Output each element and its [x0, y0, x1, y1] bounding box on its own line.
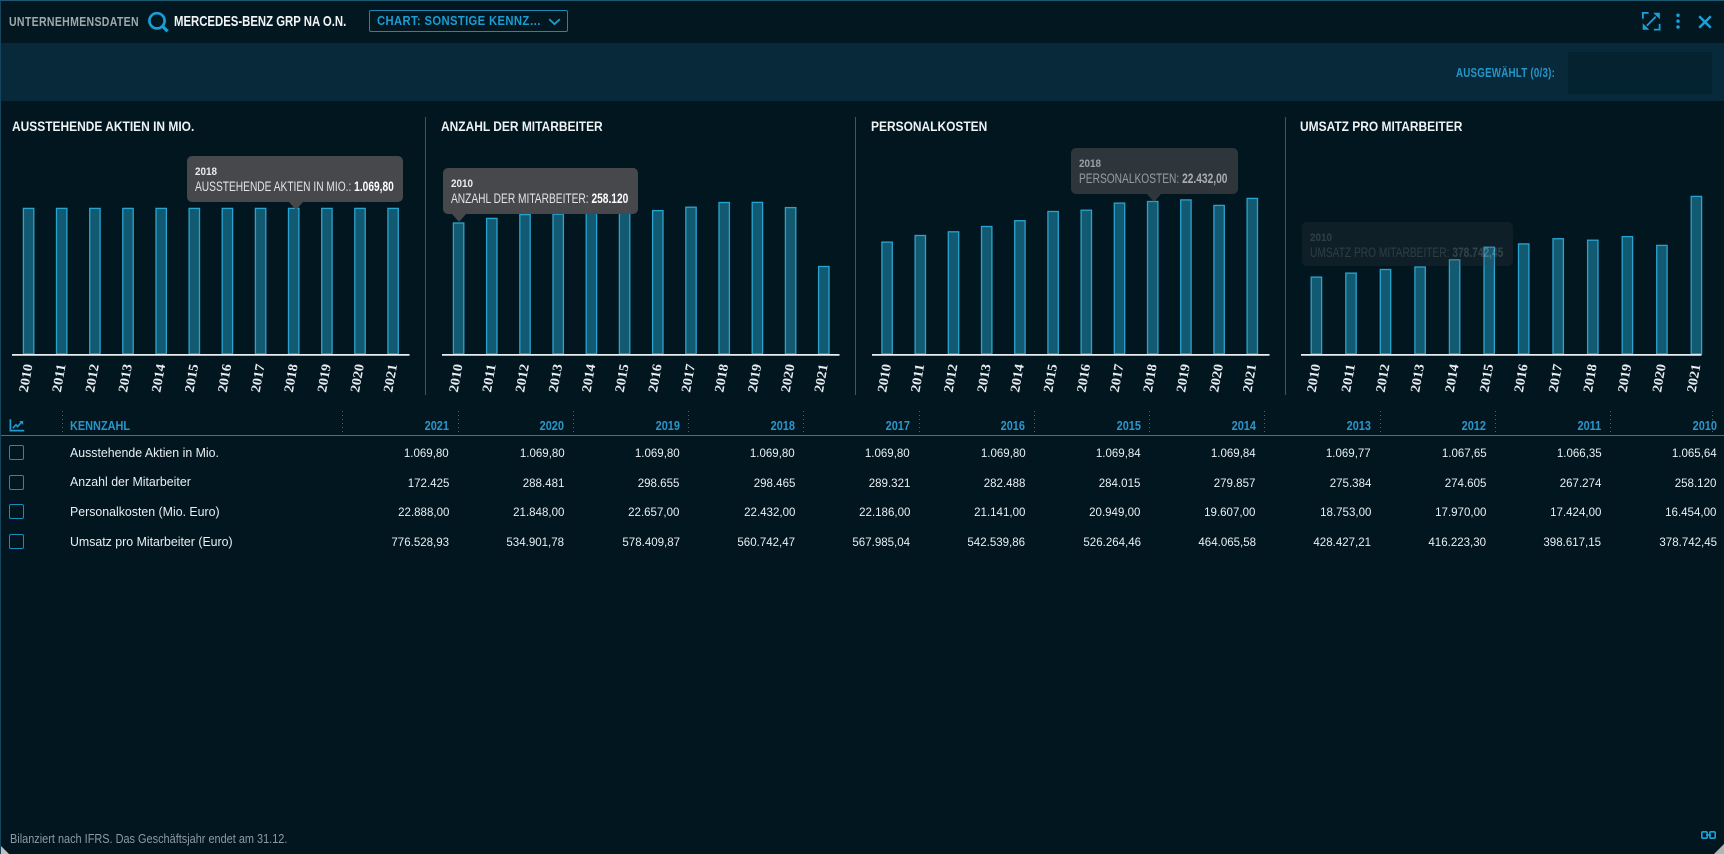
svg-text:2014: 2014: [579, 362, 599, 393]
svg-text:2012: 2012: [941, 362, 961, 393]
svg-text:2019: 2019: [314, 362, 334, 393]
svg-text:2016: 2016: [215, 362, 235, 393]
svg-text:2010: 2010: [446, 362, 466, 393]
svg-text:2018: 2018: [711, 362, 731, 393]
svg-text:2017: 2017: [1545, 362, 1565, 393]
svg-text:2014: 2014: [1442, 362, 1462, 393]
svg-text:2013: 2013: [115, 362, 135, 393]
svg-text:2021: 2021: [811, 362, 831, 393]
svg-text:2013: 2013: [545, 362, 565, 393]
svg-text:2010: 2010: [874, 362, 894, 393]
svg-text:2012: 2012: [1373, 362, 1393, 393]
svg-text:2018: 2018: [281, 362, 301, 393]
svg-text:2021: 2021: [1684, 362, 1704, 393]
svg-text:2019: 2019: [745, 362, 765, 393]
svg-text:2016: 2016: [645, 362, 665, 393]
svg-text:2011: 2011: [908, 362, 928, 393]
svg-text:2018: 2018: [1580, 362, 1600, 393]
svg-text:2019: 2019: [1173, 362, 1193, 393]
svg-text:2017: 2017: [678, 362, 698, 393]
svg-text:2014: 2014: [148, 362, 168, 393]
svg-text:2017: 2017: [1107, 362, 1127, 393]
svg-text:2013: 2013: [1407, 362, 1427, 393]
svg-text:2016: 2016: [1074, 362, 1094, 393]
svg-text:2015: 2015: [182, 362, 202, 393]
svg-text:2011: 2011: [479, 362, 499, 393]
svg-text:2021: 2021: [380, 362, 400, 393]
svg-text:2011: 2011: [49, 362, 69, 393]
svg-text:2012: 2012: [82, 362, 102, 393]
svg-text:2010: 2010: [16, 362, 36, 393]
svg-text:2012: 2012: [512, 362, 532, 393]
svg-text:2020: 2020: [778, 362, 798, 393]
svg-text:2020: 2020: [1206, 362, 1226, 393]
svg-text:2020: 2020: [347, 362, 367, 393]
svg-text:2018: 2018: [1140, 362, 1160, 393]
svg-text:2019: 2019: [1615, 362, 1635, 393]
svg-text:2015: 2015: [1476, 362, 1496, 393]
svg-text:2016: 2016: [1511, 362, 1531, 393]
svg-text:2020: 2020: [1649, 362, 1669, 393]
svg-text:2010: 2010: [1304, 362, 1324, 393]
svg-text:2021: 2021: [1240, 362, 1260, 393]
svg-text:2013: 2013: [974, 362, 994, 393]
svg-text:2017: 2017: [248, 362, 268, 393]
svg-text:2015: 2015: [612, 362, 632, 393]
svg-text:2015: 2015: [1040, 362, 1060, 393]
svg-text:2014: 2014: [1007, 362, 1027, 393]
svg-text:2011: 2011: [1338, 362, 1358, 393]
